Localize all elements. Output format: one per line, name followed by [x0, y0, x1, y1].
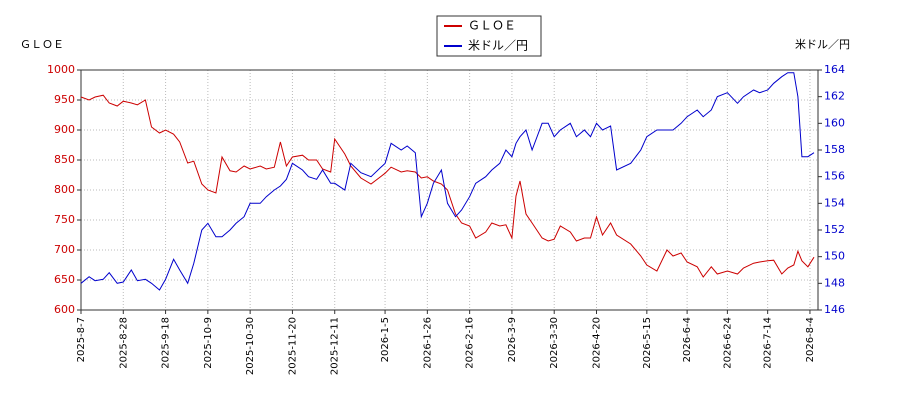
legend-label: ＧＬＯＥ [468, 19, 516, 33]
x-tick-label: 2026-5-15 [642, 317, 653, 369]
y2-tick-label: 164 [824, 63, 845, 76]
y2-tick-label: 152 [824, 223, 845, 236]
plot-frame [80, 69, 819, 311]
x-tick-label: 2025-10-9 [203, 317, 214, 369]
x-tick-label: 2026-1-26 [422, 317, 433, 369]
x-tick-label: 2025-8-7 [76, 317, 87, 362]
y-tick-label: 650 [54, 273, 75, 286]
y2-tick-label: 148 [824, 276, 845, 289]
y-tick-label: 750 [54, 213, 75, 226]
y2-tick-label: 158 [824, 143, 845, 156]
x-tick-label: 2026-8-4 [805, 317, 816, 362]
y2-tick-label: 146 [824, 303, 845, 316]
x-tick-label: 2026-7-14 [763, 317, 774, 369]
y2-tick-label: 162 [824, 90, 845, 103]
x-tick-label: 2026-3-30 [549, 317, 560, 369]
y2-tick-label: 154 [824, 196, 845, 209]
x-tick-label: 2025-8-28 [118, 317, 129, 369]
y2-axis-label: 米ドル／円 [795, 38, 850, 51]
x-tick-label: 2026-2-16 [465, 317, 476, 369]
x-tick-label: 2026-4-20 [591, 317, 602, 369]
legend-box [436, 15, 542, 57]
y-tick-label: 700 [54, 243, 75, 256]
x-tick-label: 2025-11-20 [287, 317, 298, 375]
x-tick-label: 2026-6-24 [722, 317, 733, 369]
x-tick-label: 2026-1-5 [380, 317, 391, 362]
series-line [80, 72, 815, 291]
y-axis-label: ＧＬＯＥ [20, 38, 64, 51]
x-tick-label: 2026-3-9 [507, 317, 518, 362]
y-tick-label: 850 [54, 153, 75, 166]
y2-tick-label: 160 [824, 116, 845, 129]
x-tick-label: 2026-6-4 [682, 317, 693, 362]
x-tick-label: 2025-10-30 [245, 317, 256, 375]
y-tick-label: 950 [54, 93, 75, 106]
y-tick-label: 1000 [47, 63, 75, 76]
x-tick-label: 2025-12-11 [330, 317, 341, 375]
y-tick-label: 900 [54, 123, 75, 136]
legend-label: 米ドル／円 [468, 39, 528, 53]
y2-tick-label: 156 [824, 170, 845, 183]
y2-tick-label: 150 [824, 250, 845, 263]
y-tick-label: 800 [54, 183, 75, 196]
x-tick-label: 2025-9-18 [161, 317, 172, 369]
y-tick-label: 600 [54, 303, 75, 316]
series-line [80, 94, 815, 278]
